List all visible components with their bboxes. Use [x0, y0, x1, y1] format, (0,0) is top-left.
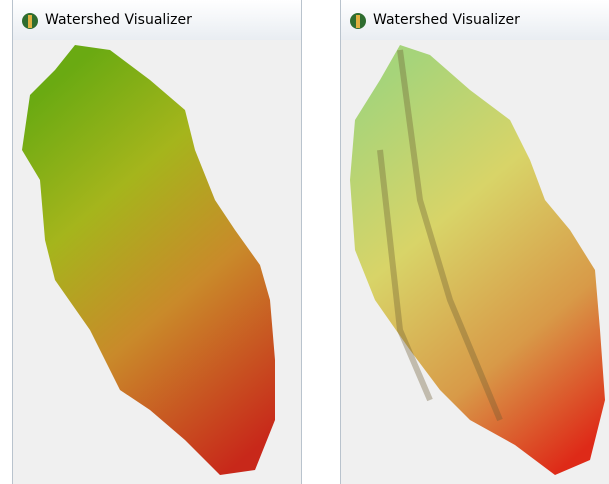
watershed-hillshade — [350, 45, 605, 475]
watershed-images — [0, 0, 609, 484]
screen: {"windows": [{"title": "Watershed Visual… — [0, 0, 609, 484]
watershed-elevation — [22, 45, 275, 475]
